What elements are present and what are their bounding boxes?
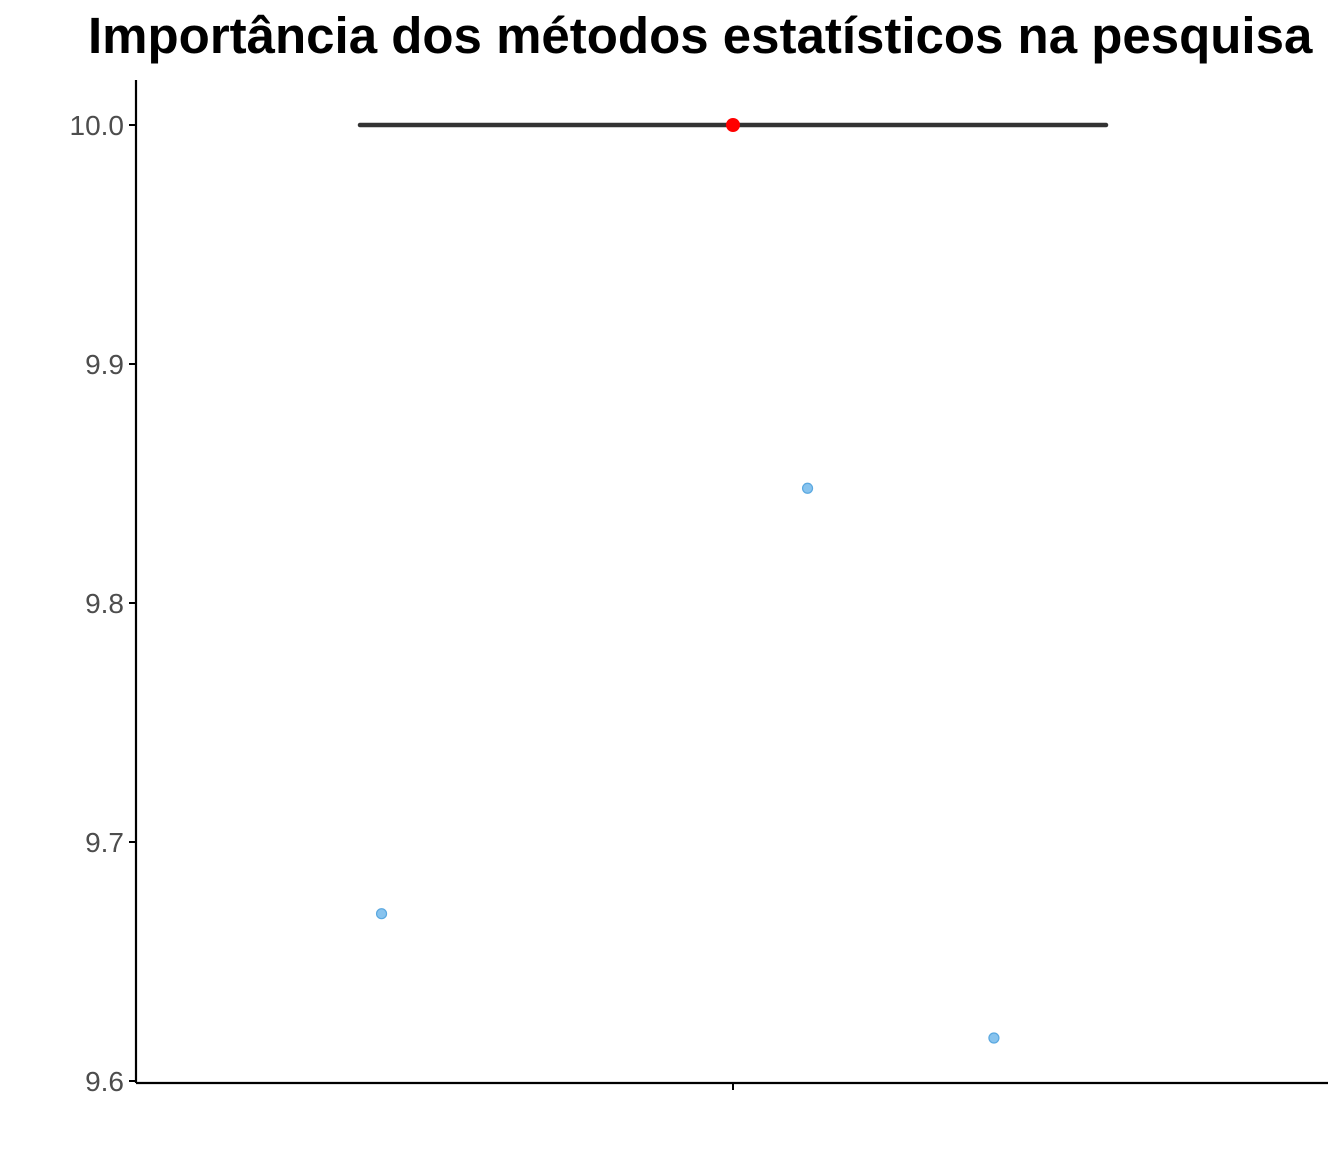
- chart-title: Importância dos métodos estatísticos na …: [88, 7, 1313, 64]
- x-axis: [136, 1081, 1328, 1090]
- y-axis: 9.6 9.7 9.8 9.9 10.0: [70, 80, 138, 1097]
- mean-point: [726, 118, 740, 132]
- chart-marks: [357, 118, 1109, 1044]
- y-tick-label: 9.6: [85, 1066, 124, 1097]
- jitter-point: [801, 482, 814, 494]
- y-tick-label: 9.8: [85, 588, 124, 619]
- y-tick-label: 9.7: [85, 827, 124, 858]
- jitter-point: [375, 908, 388, 920]
- y-tick-label: 10.0: [70, 110, 125, 141]
- jitter-point: [988, 1032, 1000, 1044]
- y-tick-label: 9.9: [85, 349, 124, 380]
